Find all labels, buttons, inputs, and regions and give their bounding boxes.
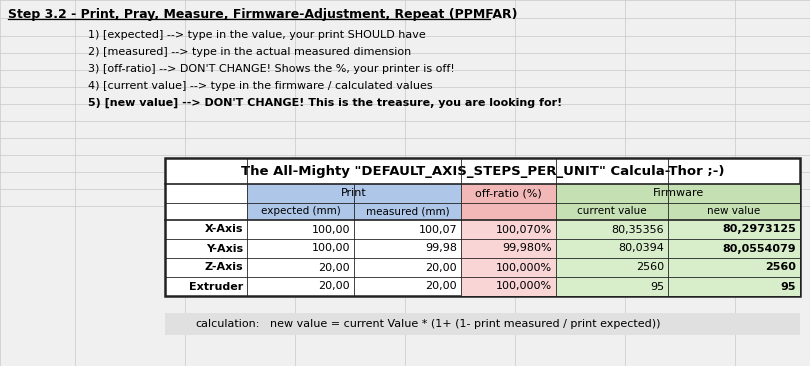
Text: 2) [measured] --> type in the actual measured dimension: 2) [measured] --> type in the actual mea… [88,47,411,57]
Text: Print: Print [341,188,367,198]
Text: 5) [new value] --> DON'T CHANGE! This is the treasure, you are looking for!: 5) [new value] --> DON'T CHANGE! This is… [88,98,562,108]
Text: 80,0554079: 80,0554079 [723,243,796,254]
Bar [461,220,556,239]
Text: 4) [current value] --> type in the firmware / calculated values: 4) [current value] --> type in the firmw… [88,81,433,91]
Text: The All-Mighty "DEFAULT_AXIS_STEPS_PER_UNIT" Calcula-Thor ;-): The All-Mighty "DEFAULT_AXIS_STEPS_PER_U… [241,164,724,178]
Bar [556,258,800,277]
Text: X-Axis: X-Axis [204,224,243,235]
Text: current value: current value [578,206,647,217]
Text: Y-Axis: Y-Axis [206,243,243,254]
Text: 100,07: 100,07 [419,224,457,235]
Bar [461,258,556,277]
Text: Extruder: Extruder [189,281,243,291]
Text: 99,98: 99,98 [425,243,457,254]
Text: 100,070%: 100,070% [496,224,552,235]
Text: 99,980%: 99,980% [502,243,552,254]
Bar [461,239,556,258]
Bar [461,184,556,220]
Text: 80,2973125: 80,2973125 [723,224,796,235]
Text: 95: 95 [650,281,664,291]
Text: off-ratio (%): off-ratio (%) [475,188,542,198]
Text: 100,00: 100,00 [312,224,350,235]
Text: measured (mm): measured (mm) [365,206,450,217]
Text: 20,00: 20,00 [425,262,457,273]
Text: 80,0394: 80,0394 [618,243,664,254]
Bar [556,239,800,258]
Text: Step 3.2 - Print, Pray, Measure, Firmware-Adjustment, Repeat (PPMFAR): Step 3.2 - Print, Pray, Measure, Firmwar… [8,8,518,21]
Text: 100,00: 100,00 [312,243,350,254]
Bar [165,313,800,335]
Text: 100,000%: 100,000% [496,281,552,291]
Text: 3) [off-ratio] --> DON'T CHANGE! Shows the %, your printer is off!: 3) [off-ratio] --> DON'T CHANGE! Shows t… [88,64,454,74]
Text: 2560: 2560 [765,262,796,273]
Text: 1) [expected] --> type in the value, your print SHOULD have: 1) [expected] --> type in the value, you… [88,30,426,40]
Text: calculation:: calculation: [196,319,260,329]
Bar [461,277,556,296]
Text: new value = current Value * (1+ (1- print measured / print expected)): new value = current Value * (1+ (1- prin… [270,319,660,329]
Text: Z-Axis: Z-Axis [204,262,243,273]
Text: 100,000%: 100,000% [496,262,552,273]
Text: Firmware: Firmware [652,188,704,198]
Bar [556,184,800,220]
Text: 20,00: 20,00 [318,262,350,273]
Text: 80,35356: 80,35356 [612,224,664,235]
Text: 95: 95 [781,281,796,291]
Bar [556,277,800,296]
Bar [247,184,461,220]
Text: 20,00: 20,00 [318,281,350,291]
Bar [556,220,800,239]
Text: expected (mm): expected (mm) [261,206,340,217]
Text: 2560: 2560 [636,262,664,273]
Bar [165,158,800,296]
Text: new value: new value [707,206,761,217]
Text: 20,00: 20,00 [425,281,457,291]
